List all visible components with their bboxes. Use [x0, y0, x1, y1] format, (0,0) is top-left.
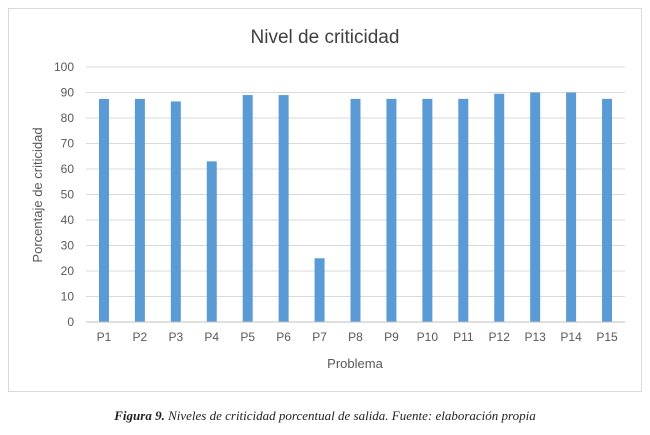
x-tick-label: P10	[417, 330, 439, 344]
bar-p9	[386, 98, 397, 322]
bar-p5	[242, 95, 253, 322]
bar-p13	[530, 92, 541, 322]
x-tick-label: P13	[524, 330, 546, 344]
bar-p4	[206, 161, 217, 322]
x-tick-label: P6	[276, 330, 291, 344]
x-tick-label: P14	[560, 330, 582, 344]
y-tick-label: 0	[67, 315, 74, 329]
bar-p12	[494, 93, 505, 323]
x-tick-label: P15	[596, 330, 618, 344]
y-axis-tick-labels: 0 10 20 30 40 50 60 70 80 90 100	[54, 60, 74, 329]
x-tick-label: P11	[453, 330, 474, 344]
bar-p11	[458, 98, 469, 322]
x-tick-label: P12	[489, 330, 511, 344]
caption-text: Niveles de criticidad porcentual de sali…	[164, 408, 536, 423]
x-tick-label: P8	[348, 330, 363, 344]
bar-p6	[278, 95, 289, 322]
y-tick-label: 50	[61, 188, 75, 202]
x-axis-tick-labels: P1 P2 P3 P4 P5 P6 P7 P8 P9 P10 P11 P12 P13 P14 P15	[97, 330, 618, 344]
x-axis-label: Problema	[327, 356, 383, 371]
bar-p3	[170, 101, 181, 322]
y-tick-label: 100	[54, 60, 74, 74]
x-tick-label: P5	[240, 330, 255, 344]
y-tick-label: 40	[61, 213, 75, 227]
x-tick-label: P3	[168, 330, 183, 344]
y-tick-label: 80	[61, 111, 75, 125]
x-tick-label: P4	[204, 330, 219, 344]
y-tick-label: 10	[61, 290, 75, 304]
x-tick-label: P1	[97, 330, 112, 344]
chart-title: Nivel de criticidad	[251, 27, 400, 48]
bar-p1	[98, 98, 109, 322]
y-tick-label: 60	[61, 162, 75, 176]
y-tick-label: 90	[61, 86, 75, 100]
figure-caption: Figura 9. Niveles de criticidad porcentu…	[0, 408, 650, 424]
y-tick-label: 20	[61, 264, 75, 278]
bar-chart: Nivel de criticidad 0 10 20 30 40 50 60 70 80 90 1…	[30, 27, 625, 371]
caption-label: Figura 9.	[114, 408, 165, 423]
bar-p2	[134, 98, 145, 322]
x-tick-label: P9	[384, 330, 399, 344]
bar-p8	[350, 98, 361, 322]
bar-p7	[314, 258, 325, 322]
y-axis-label: Porcentaje de criticidad	[30, 127, 45, 262]
x-tick-label: P2	[133, 330, 148, 344]
bar-p14	[566, 92, 577, 322]
y-tick-label: 30	[61, 239, 75, 253]
x-tick-label: P7	[312, 330, 327, 344]
bar-p10	[422, 98, 433, 322]
bar-p15	[602, 98, 613, 322]
y-tick-label: 70	[61, 137, 75, 151]
bars	[98, 92, 613, 323]
